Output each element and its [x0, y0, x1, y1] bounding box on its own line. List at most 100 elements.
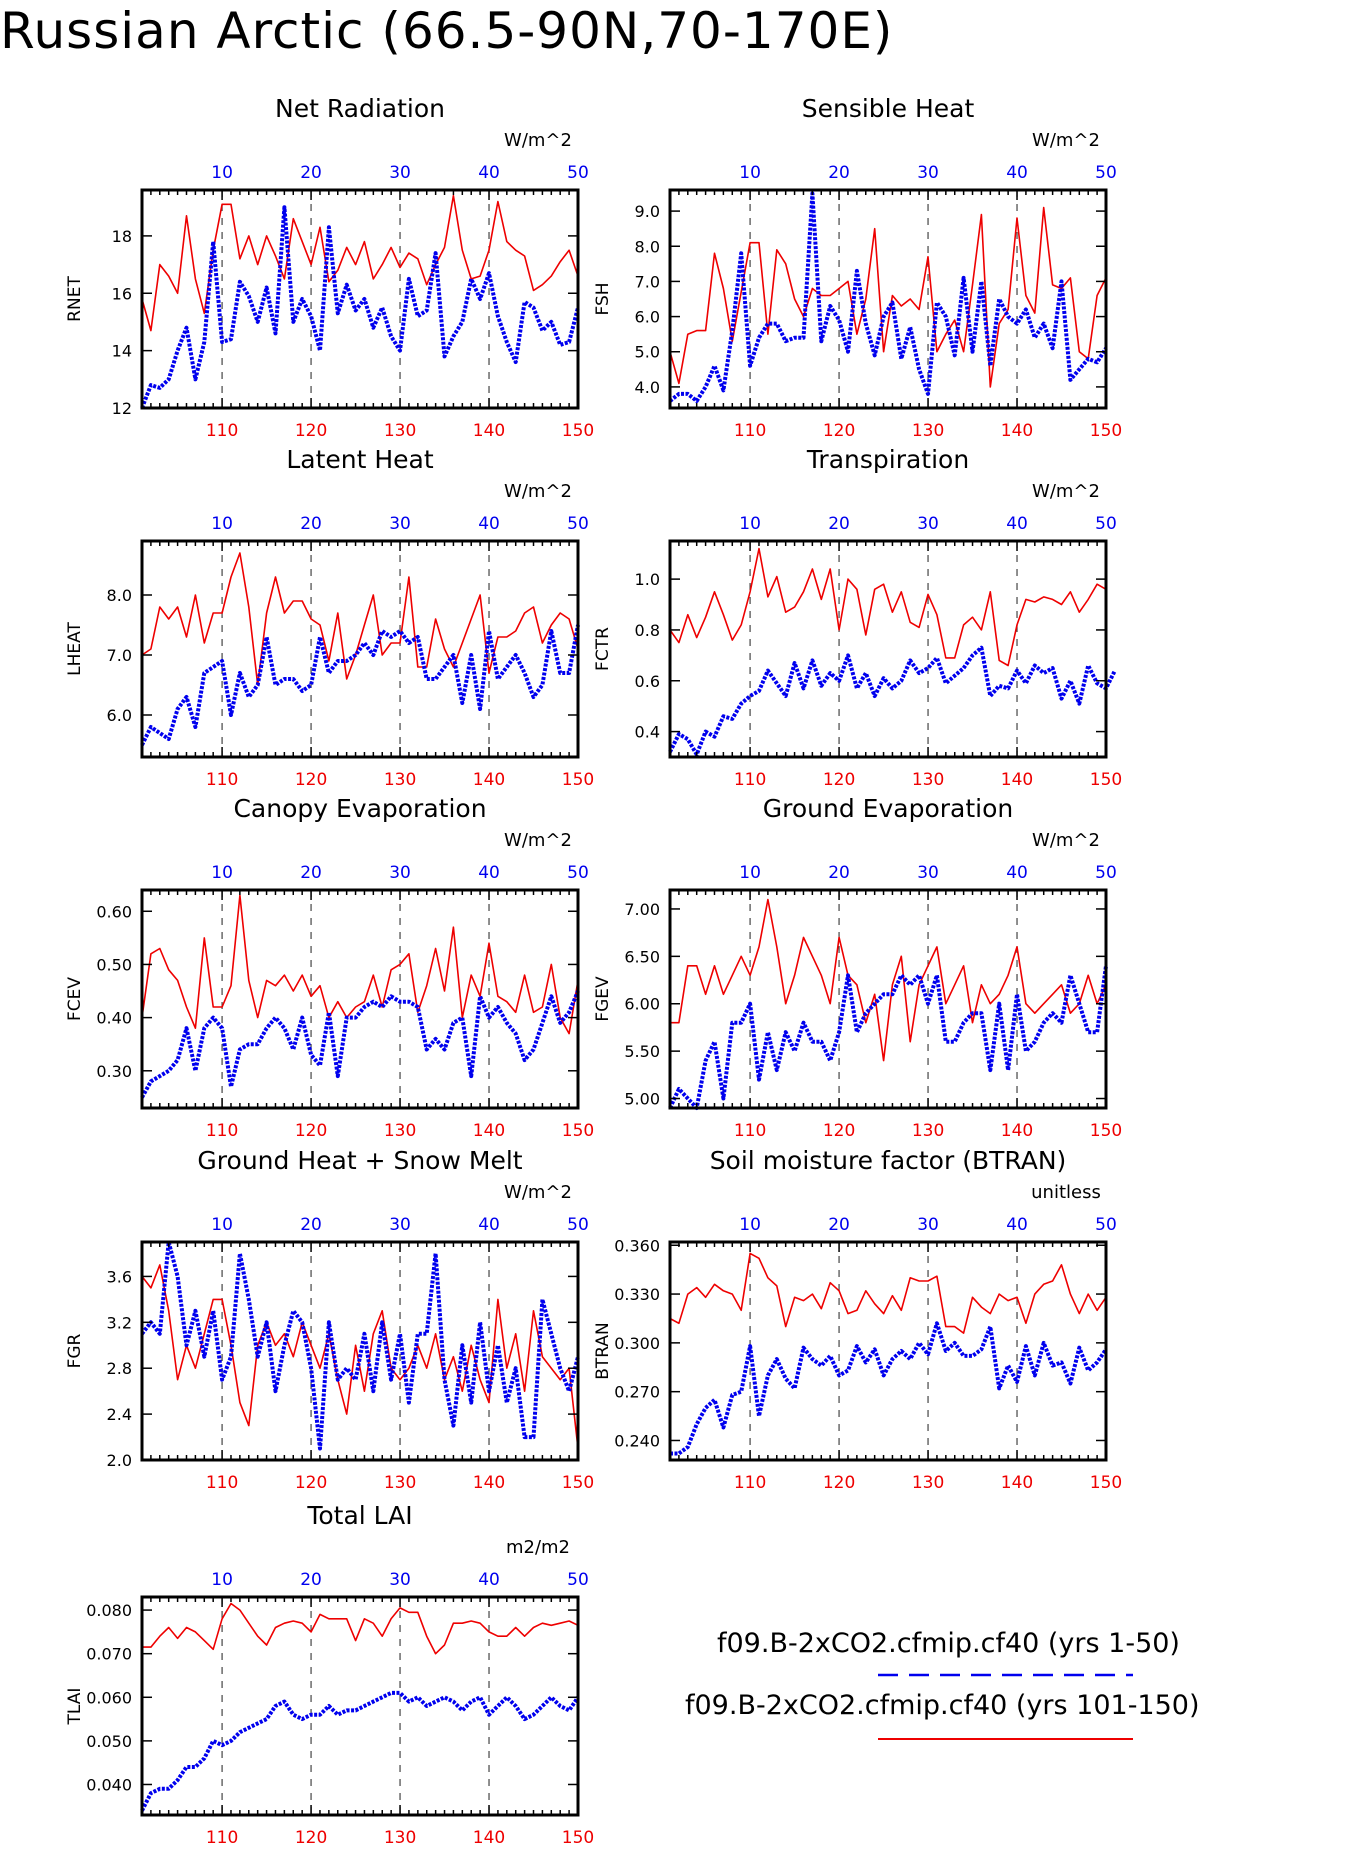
chart-6-ytick-label: 5.50 — [624, 1042, 660, 1061]
chart-3-series-blue — [140, 624, 580, 746]
chart-6-series-blue — [668, 965, 1108, 1110]
chart-1-frame — [140, 188, 580, 410]
chart-2-ytick-label: 5.0 — [635, 343, 660, 362]
chart-9-frame — [140, 1595, 580, 1817]
chart-4-xtick-label-bottom: 150 — [1090, 770, 1122, 790]
chart-3-title: Latent Heat — [286, 445, 434, 474]
chart-5-xtick-label-top: 50 — [567, 863, 589, 883]
chart-4-ytick-label: 0.6 — [635, 672, 660, 691]
chart-6-xtick-label-bottom: 130 — [912, 1121, 944, 1141]
legend-red-swatch — [878, 1738, 1133, 1740]
chart-6-xtick-label-top: 50 — [1095, 863, 1117, 883]
chart-8-title: Soil moisture factor (BTRAN) — [710, 1146, 1067, 1175]
chart-6-title: Ground Evaporation — [763, 794, 1013, 823]
chart-8-xtick-label-top: 40 — [1006, 1215, 1028, 1235]
chart-2-xtick-label-bottom: 120 — [823, 421, 855, 441]
chart-7-xtick-label-bottom: 110 — [206, 1473, 238, 1493]
chart-6-ylabel: FGEV — [593, 976, 613, 1022]
chart-5-xtick-label-bottom: 150 — [562, 1121, 594, 1141]
chart-7-xtick-label-bottom: 140 — [473, 1473, 505, 1493]
chart-2-xtick-label-top: 30 — [917, 163, 939, 183]
chart-5-xtick-label-top: 30 — [389, 863, 411, 883]
chart-4-xtick-label-top: 10 — [739, 514, 761, 534]
chart-8-xtick-label-bottom: 110 — [734, 1473, 766, 1493]
chart-4-series-blue — [668, 645, 1117, 757]
chart-8-series-blue — [670, 1321, 1108, 1456]
chart-6-xtick-label-bottom: 120 — [823, 1121, 855, 1141]
chart-7-title: Ground Heat + Snow Melt — [197, 1146, 522, 1175]
chart-5-xtick-label-bottom: 120 — [295, 1121, 327, 1141]
chart-2-ytick-label: 4.0 — [635, 378, 660, 397]
chart-2-series-blue — [668, 191, 1108, 403]
chart-1-ylabel: RNET — [65, 276, 85, 322]
chart-4-xtick-label-bottom: 120 — [823, 770, 855, 790]
chart-1-xtick-label-bottom: 120 — [295, 421, 327, 441]
chart-7-series-blue — [140, 1240, 580, 1451]
chart-7-xtick-label-bottom: 150 — [562, 1473, 594, 1493]
chart-8-frame — [668, 1240, 1108, 1462]
chart-9-xtick-label-bottom: 110 — [206, 1828, 238, 1848]
chart-8-ytick-label: 0.360 — [614, 1236, 660, 1255]
chart-4-xtick-label-top: 50 — [1095, 514, 1117, 534]
chart-8-xtick-label-top: 10 — [739, 1215, 761, 1235]
chart-5-series-red — [141, 894, 579, 1035]
chart-1-ytick-label: 18 — [112, 227, 132, 246]
chart-9-ytick-label: 0.080 — [86, 1601, 132, 1620]
chart-7-ytick-label: 2.8 — [107, 1359, 132, 1378]
chart-9-xtick-label-top: 30 — [389, 1570, 411, 1590]
chart-3-xtick-label-top: 30 — [389, 514, 411, 534]
chart-7-ytick-label: 2.0 — [107, 1451, 132, 1470]
legend-blue-label: f09.B-2xCO2.cfmip.cf40 (yrs 1-50) — [717, 1628, 1180, 1659]
chart-2-xtick-label-bottom: 150 — [1090, 421, 1122, 441]
chart-5-xtick-label-top: 40 — [478, 863, 500, 883]
chart-5-xtick-label-top: 10 — [211, 863, 233, 883]
chart-5-unit-label: W/m^2 — [504, 830, 572, 851]
chart-3-xtick-label-bottom: 130 — [384, 770, 416, 790]
chart-5-xtick-label-bottom: 140 — [473, 1121, 505, 1141]
chart-1-title: Net Radiation — [275, 94, 445, 123]
chart-3-frame — [140, 539, 580, 759]
chart-3-ytick-label: 6.0 — [107, 706, 132, 725]
chart-9-series-blue — [140, 1690, 580, 1812]
chart-3-xtick-label-top: 20 — [300, 514, 322, 534]
chart-7-ytick-label: 2.4 — [107, 1405, 132, 1424]
chart-4-ytick-label: 0.8 — [635, 621, 660, 640]
chart-3-ytick-label: 7.0 — [107, 646, 132, 665]
chart-8-ytick-label: 0.240 — [614, 1431, 660, 1450]
chart-4-xtick-label-top: 30 — [917, 514, 939, 534]
chart-8-xtick-label-top: 50 — [1095, 1215, 1117, 1235]
chart-5-xtick-label-bottom: 130 — [384, 1121, 416, 1141]
chart-2-xtick-label-bottom: 130 — [912, 421, 944, 441]
chart-5-ytick-label: 0.30 — [96, 1062, 132, 1081]
chart-1-unit-label: W/m^2 — [504, 130, 572, 151]
chart-1-series-blue — [140, 205, 580, 409]
chart-9-xtick-label-bottom: 140 — [473, 1828, 505, 1848]
chart-8-xtick-label-bottom: 120 — [823, 1473, 855, 1493]
chart-6-xtick-label-bottom: 110 — [734, 1121, 766, 1141]
chart-3-xtick-label-bottom: 150 — [562, 770, 594, 790]
chart-6-xtick-label-top: 10 — [739, 863, 761, 883]
chart-9-xtick-label-top: 20 — [300, 1570, 322, 1590]
chart-9-series-red — [142, 1602, 579, 1655]
chart-2-xtick-label-top: 20 — [828, 163, 850, 183]
chart-5-ylabel: FCEV — [65, 977, 85, 1021]
chart-6-ytick-label: 7.00 — [624, 900, 660, 919]
chart-5-xtick-label-bottom: 110 — [206, 1121, 238, 1141]
chart-9-ylabel: TLAI — [65, 1688, 85, 1726]
chart-5-series-blue — [140, 990, 580, 1099]
chart-4-xtick-label-bottom: 140 — [1001, 770, 1033, 790]
chart-8-xtick-label-bottom: 140 — [1001, 1473, 1033, 1493]
chart-5-ytick-label: 0.50 — [96, 955, 132, 974]
chart-2-xtick-label-top: 10 — [739, 163, 761, 183]
chart-9-ytick-label: 0.050 — [86, 1732, 132, 1751]
chart-9-unit-label: m2/m2 — [506, 1537, 570, 1558]
chart-4-xtick-label-bottom: 110 — [734, 770, 766, 790]
chart-2-unit-label: W/m^2 — [1032, 130, 1100, 151]
legend-blue-swatch — [878, 1673, 1133, 1677]
chart-9-xtick-label-bottom: 150 — [562, 1828, 594, 1848]
chart-4-ytick-label: 1.0 — [635, 570, 660, 589]
chart-7-xtick-label-bottom: 130 — [384, 1473, 416, 1493]
chart-2-ytick-label: 7.0 — [635, 272, 660, 291]
chart-9-xtick-label-bottom: 120 — [295, 1828, 327, 1848]
chart-5-title: Canopy Evaporation — [233, 794, 486, 823]
